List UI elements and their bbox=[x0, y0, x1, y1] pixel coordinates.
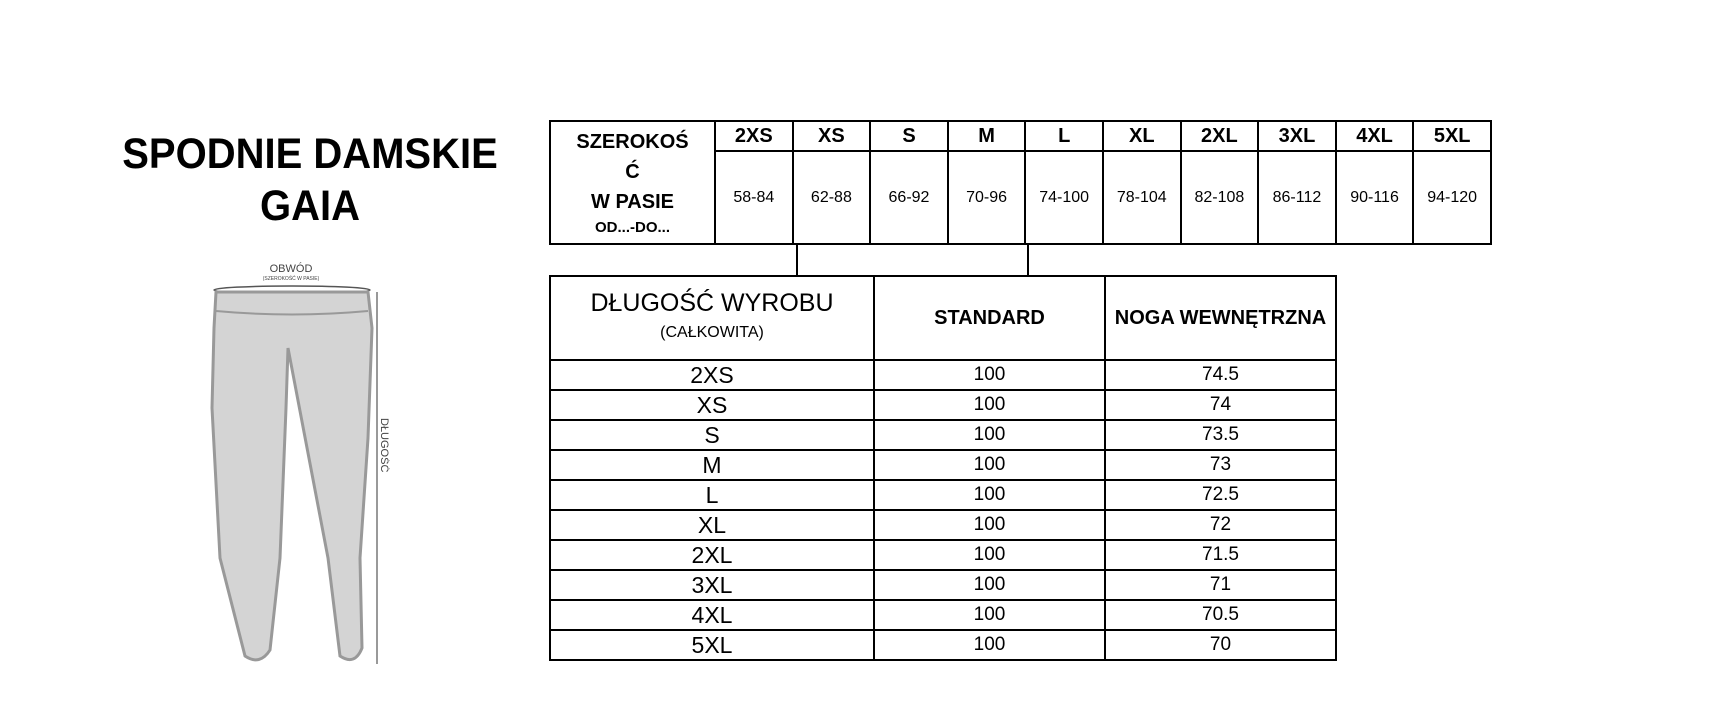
waist-range: 90-116 bbox=[1334, 150, 1415, 245]
standard-cell: 100 bbox=[873, 419, 1106, 451]
standard-cell: 100 bbox=[873, 449, 1106, 481]
waist-range: 70-96 bbox=[946, 150, 1027, 245]
size-cell: 3XL bbox=[549, 569, 875, 601]
standard-cell: 100 bbox=[873, 629, 1106, 661]
inseam-cell: 73.5 bbox=[1104, 419, 1337, 451]
connector-line bbox=[796, 245, 798, 276]
inseam-cell: 71 bbox=[1104, 569, 1337, 601]
size-cell: M bbox=[549, 449, 875, 481]
size-header: 2XS bbox=[714, 120, 794, 152]
table-row: S 100 73.5 bbox=[549, 419, 1337, 451]
size-header: XS bbox=[791, 120, 872, 152]
table-row: L 100 72.5 bbox=[549, 479, 1337, 511]
table-row: XS 100 74 bbox=[549, 389, 1337, 421]
standard-cell: 100 bbox=[873, 389, 1106, 421]
length-header-sub: (CAŁKOWITA) bbox=[660, 324, 764, 341]
size-header: 5XL bbox=[1412, 120, 1492, 152]
size-header: XL bbox=[1101, 120, 1182, 152]
waist-range-row: 58-84 62-88 66-92 70-96 74-100 78-104 82… bbox=[550, 150, 1492, 245]
waist-range: 66-92 bbox=[869, 150, 949, 245]
waist-sublabel: (SZEROKOŚĆ W PASIE) bbox=[263, 274, 320, 282]
size-cell: S bbox=[549, 419, 875, 451]
size-cell: 2XL bbox=[549, 539, 875, 571]
waist-size-table: SZEROKOŚ Ć W PASIE OD...-DO... 2XS XS S … bbox=[549, 120, 1492, 245]
waist-range: 78-104 bbox=[1101, 150, 1182, 245]
size-cell: XL bbox=[549, 509, 875, 541]
size-header: S bbox=[869, 120, 949, 152]
waist-range: 86-112 bbox=[1257, 150, 1337, 245]
title-line-2: GAIA bbox=[260, 182, 360, 230]
waist-label-line: Ć bbox=[625, 160, 640, 183]
length-table: DŁUGOŚĆ WYROBU (CAŁKOWITA) STANDARD NOGA… bbox=[549, 275, 1337, 661]
standard-cell: 100 bbox=[873, 599, 1106, 631]
inseam-cell: 71.5 bbox=[1104, 539, 1337, 571]
standard-header: STANDARD bbox=[873, 275, 1106, 361]
standard-cell: 100 bbox=[873, 569, 1106, 601]
length-header-row: DŁUGOŚĆ WYROBU (CAŁKOWITA) STANDARD NOGA… bbox=[549, 275, 1337, 361]
waist-range: 94-120 bbox=[1412, 150, 1492, 245]
size-cell: 4XL bbox=[549, 599, 875, 631]
inseam-cell: 70 bbox=[1104, 629, 1337, 661]
standard-cell: 100 bbox=[873, 479, 1106, 511]
table-row: M 100 73 bbox=[549, 449, 1337, 481]
size-cell: XS bbox=[549, 389, 875, 421]
connector-line bbox=[1027, 245, 1029, 276]
size-header: M bbox=[946, 120, 1027, 152]
waist-label-line: W PASIE bbox=[591, 190, 674, 213]
size-header: 4XL bbox=[1334, 120, 1415, 152]
pants-shape bbox=[210, 290, 374, 662]
table-row: 2XL 100 71.5 bbox=[549, 539, 1337, 571]
waist-range: 74-100 bbox=[1024, 150, 1104, 245]
inseam-cell: 70.5 bbox=[1104, 599, 1337, 631]
size-cell: L bbox=[549, 479, 875, 511]
inseam-cell: 72 bbox=[1104, 509, 1337, 541]
page-title: SPODNIE DAMSKIE GAIA bbox=[105, 128, 514, 232]
size-header: 2XL bbox=[1179, 120, 1260, 152]
table-row: 2XS 100 74.5 bbox=[549, 359, 1337, 391]
length-header-main: DŁUGOŚĆ WYROBU bbox=[590, 289, 834, 317]
inseam-cell: 72.5 bbox=[1104, 479, 1337, 511]
size-cell: 5XL bbox=[549, 629, 875, 661]
inseam-cell: 73 bbox=[1104, 449, 1337, 481]
waist-label: OBWÓD bbox=[270, 262, 313, 275]
table-row: 5XL 100 70 bbox=[549, 629, 1337, 661]
inseam-header: NOGA WEWNĘTRZNA bbox=[1104, 275, 1337, 361]
length-header: DŁUGOŚĆ WYROBU (CAŁKOWITA) bbox=[549, 275, 875, 361]
size-header: 3XL bbox=[1257, 120, 1337, 152]
waist-range: 62-88 bbox=[791, 150, 872, 245]
title-line-1: SPODNIE DAMSKIE bbox=[122, 130, 498, 178]
size-header: L bbox=[1024, 120, 1104, 152]
size-cell: 2XS bbox=[549, 359, 875, 391]
inseam-cell: 74.5 bbox=[1104, 359, 1337, 391]
waist-label-line: SZEROKOŚ bbox=[576, 130, 689, 153]
table-row: 4XL 100 70.5 bbox=[549, 599, 1337, 631]
waist-range: 58-84 bbox=[714, 150, 794, 245]
table-row: XL 100 72 bbox=[549, 509, 1337, 541]
waist-label-cell: SZEROKOŚ Ć W PASIE OD...-DO... bbox=[549, 120, 716, 245]
waist-range: 82-108 bbox=[1179, 150, 1260, 245]
standard-cell: 100 bbox=[873, 539, 1106, 571]
size-header-row: SZEROKOŚ Ć W PASIE OD...-DO... 2XS XS S … bbox=[549, 120, 1492, 245]
length-label: DŁUGOŚĆ bbox=[378, 418, 390, 472]
standard-cell: 100 bbox=[873, 509, 1106, 541]
pants-illustration: OBWÓD (SZEROKOŚĆ W PASIE) DŁUGOŚĆ bbox=[210, 262, 390, 664]
inseam-cell: 74 bbox=[1104, 389, 1337, 421]
standard-cell: 100 bbox=[873, 359, 1106, 391]
waist-label-range-hint: OD...-DO... bbox=[595, 218, 670, 236]
waistband-line bbox=[215, 310, 369, 316]
table-row: 3XL 100 71 bbox=[549, 569, 1337, 601]
